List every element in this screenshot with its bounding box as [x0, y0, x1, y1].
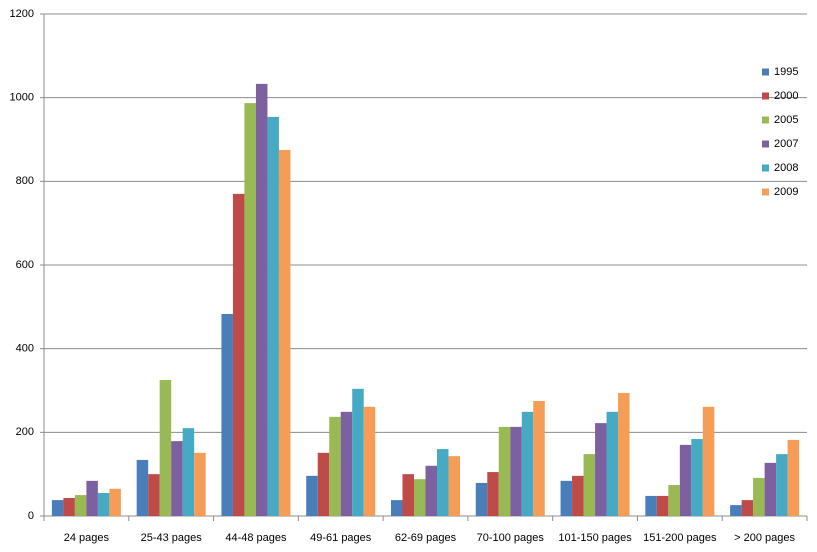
legend-label: 2000	[774, 90, 798, 102]
bar	[391, 500, 403, 516]
bar	[668, 485, 680, 516]
bar	[109, 488, 121, 516]
bar	[679, 444, 692, 516]
bar	[317, 452, 330, 516]
bar	[329, 416, 341, 516]
bar	[572, 475, 584, 516]
bar	[51, 500, 64, 516]
legend-label: 2005	[774, 114, 798, 126]
bar	[171, 441, 183, 516]
bar	[221, 313, 233, 516]
x-tick-label: 24 pages	[64, 532, 110, 544]
bar	[306, 475, 318, 516]
bar	[787, 439, 800, 516]
bar	[97, 492, 110, 516]
bar	[148, 474, 160, 516]
bar	[776, 454, 788, 516]
x-tick-label: 44-48 pages	[225, 532, 287, 544]
legend-label: 2007	[774, 138, 798, 150]
bar	[521, 411, 534, 516]
bar	[74, 495, 87, 516]
x-tick-label: 101-150 pages	[558, 532, 632, 544]
bar	[267, 116, 279, 516]
legend-swatch	[762, 116, 769, 124]
legend-swatch	[762, 92, 769, 100]
legend-swatch	[762, 164, 769, 172]
bar	[414, 479, 426, 516]
x-tick-label: 25-43 pages	[141, 532, 203, 544]
y-tick-label: 400	[16, 343, 34, 355]
bar	[402, 474, 414, 516]
legend-label: 2008	[774, 162, 798, 174]
x-tick-label: 70-100 pages	[477, 532, 545, 544]
bar	[63, 498, 75, 516]
bar	[595, 423, 607, 516]
bar	[352, 388, 364, 516]
y-tick-label: 1200	[10, 8, 34, 20]
bar	[86, 480, 98, 516]
bar	[741, 500, 754, 516]
bar	[730, 505, 742, 516]
bar	[656, 495, 669, 516]
bar	[560, 480, 573, 516]
bar	[583, 454, 596, 516]
bar	[363, 406, 376, 516]
bar	[425, 465, 437, 516]
y-tick-label: 0	[28, 510, 34, 522]
bar	[475, 482, 488, 516]
bar	[764, 462, 777, 516]
bar	[194, 452, 206, 516]
bar	[244, 103, 256, 516]
bar	[340, 411, 353, 516]
bar	[691, 439, 703, 516]
bar	[645, 495, 657, 516]
legend-label: 2009	[774, 186, 798, 198]
bar	[437, 449, 449, 516]
bar	[510, 426, 522, 516]
bar	[753, 477, 765, 516]
legend-label: 1995	[774, 66, 798, 78]
bar	[702, 406, 715, 516]
bar	[255, 83, 268, 516]
bar	[487, 472, 499, 516]
y-tick-label: 600	[16, 259, 34, 271]
y-tick-label: 200	[16, 426, 34, 438]
bar	[533, 400, 545, 516]
legend-swatch	[762, 140, 769, 148]
x-tick-label: 151-200 pages	[643, 532, 717, 544]
bar	[448, 456, 460, 516]
x-tick-label: > 200 pages	[734, 532, 795, 544]
bar	[618, 393, 630, 516]
y-tick-label: 800	[16, 175, 34, 187]
bar	[278, 149, 291, 517]
x-tick-label: 49-61 pages	[310, 532, 372, 544]
y-tick-label: 1000	[10, 92, 34, 104]
bar	[136, 459, 149, 516]
bar	[232, 193, 245, 516]
legend-swatch	[762, 188, 769, 196]
bar	[182, 428, 195, 516]
bar	[606, 411, 619, 516]
legend-swatch	[762, 68, 769, 76]
bar	[498, 426, 511, 516]
x-tick-label: 62-69 pages	[395, 532, 457, 544]
bar	[159, 380, 172, 516]
